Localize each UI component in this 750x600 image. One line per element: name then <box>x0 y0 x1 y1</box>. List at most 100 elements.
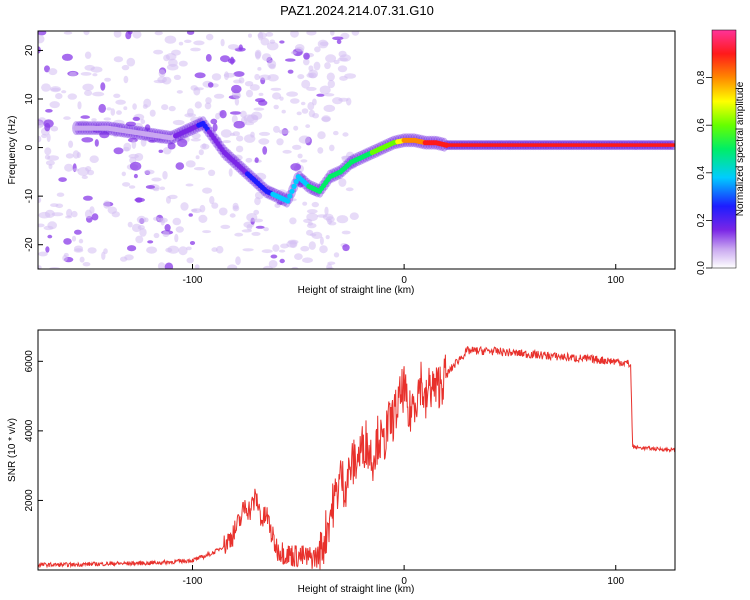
spectrogram-noise-cell <box>220 129 232 138</box>
spectrogram-noise-cell <box>302 201 308 206</box>
spectrogram-noise-cell <box>297 74 305 80</box>
spectrogram-noise-cell <box>290 31 299 38</box>
spectrogram-noise-cell <box>307 102 315 111</box>
spectrogram-noise-cell <box>145 185 155 189</box>
spectrogram-noise-cell <box>245 157 253 163</box>
spectrogram-noise-cell <box>113 119 125 127</box>
spectrogram-noise-cell <box>316 93 325 97</box>
spectrogram-noise-cell <box>205 97 212 105</box>
spectrogram-noise-cell <box>191 132 201 139</box>
spectrogram-noise-cell <box>193 40 205 46</box>
spectrogram-noise-cell <box>74 229 82 235</box>
spectrogram-noise-cell <box>205 54 212 62</box>
spectrogram-noise-cell <box>231 84 242 94</box>
spectrogram-noise-cell <box>206 33 214 41</box>
spectrogram-noise-cell <box>56 192 65 197</box>
spectrogram-noise-cell <box>80 72 92 76</box>
spectrogram-noise-cell <box>125 31 132 40</box>
spectrogram-noise-cell <box>176 90 183 94</box>
spectrogram-noise-cell <box>272 244 280 252</box>
spectrogram-ridge-cell <box>287 193 293 199</box>
spectrogram-noise-cell <box>103 200 111 209</box>
spectrogram-noise-cell <box>133 173 138 179</box>
spectrogram-noise-cell <box>326 72 335 82</box>
spectrogram-noise-cell <box>151 177 162 182</box>
spectrogram-noise-cell <box>337 57 349 62</box>
spectrogram-noise-cell <box>233 71 245 77</box>
spectrogram-noise-cell <box>166 63 179 71</box>
spectrogram-noise-cell <box>332 36 344 41</box>
spectrogram-noise-cell <box>89 155 99 163</box>
spectrogram-noise-cell <box>173 74 181 80</box>
spectrogram-noise-cell <box>286 91 298 97</box>
spectrogram-noise-cell <box>279 258 285 264</box>
snr-plot-area <box>38 330 675 570</box>
spectrogram-noise-cell <box>143 98 152 108</box>
spectrogram-noise-cell <box>211 73 222 81</box>
spectrogram-noise-cell <box>157 217 168 223</box>
spectrogram-noise-cell <box>220 38 225 47</box>
spectrogram-noise-cell <box>127 245 137 252</box>
spectrogram-noise-cell <box>186 246 192 251</box>
snr-y-tick-label: 4000 <box>24 419 35 442</box>
spectrogram-noise-cell <box>317 147 324 154</box>
spectrogram-noise-cell <box>41 83 51 92</box>
spectrogram-noise-cell <box>255 98 266 103</box>
spectrogram-noise-cell <box>328 221 337 226</box>
spectrogram-noise-cell <box>260 37 270 46</box>
spectrogram-noise-cell <box>211 202 219 209</box>
spectrogram-noise-cell <box>129 161 142 171</box>
spectrogram-noise-cell <box>319 85 331 95</box>
spectrogram-noise-cell <box>158 69 166 78</box>
spectrogram-noise-cell <box>55 203 64 209</box>
spectrogram-noise-cell <box>298 135 311 144</box>
spectrogram-noise-cell <box>303 58 310 66</box>
spectrogram-noise-cell <box>121 171 127 177</box>
spectrogram-noise-cell <box>301 79 311 89</box>
spectrogram-noise-cell <box>261 53 272 62</box>
spectrogram-noise-cell <box>308 241 316 250</box>
spectrogram-noise-cell <box>231 115 238 124</box>
spectrogram-noise-cell <box>311 201 319 208</box>
colorbar-tick-label: 0.4 <box>696 165 707 179</box>
spectrogram-noise-cell <box>113 56 124 63</box>
spectrogram-noise-cell <box>175 162 185 170</box>
spectrogram-noise-cell <box>77 101 82 110</box>
spectrogram-noise-cell <box>236 135 244 142</box>
spectrogram-noise-cell <box>45 160 55 166</box>
spectrogram-noise-cell <box>38 135 42 143</box>
spectrogram-noise-cell <box>244 81 254 87</box>
spectrogram-noise-cell <box>319 245 328 254</box>
spectrogram-noise-cell <box>157 76 167 83</box>
spectrogram-noise-cell <box>113 93 121 99</box>
colorbar-tick-label: 0.6 <box>696 118 707 132</box>
spectrogram-noise-cell <box>240 110 247 118</box>
spectrogram-noise-cell <box>194 101 202 109</box>
spectrogram-noise-cell <box>127 221 133 228</box>
spectrogram-noise-cell <box>139 228 147 237</box>
spectrogram-x-ticks: -100 0 100 <box>182 264 625 286</box>
snr-panel: -100 0 100 2000 4000 6000 Height of straight… <box>7 329 676 595</box>
spectrogram-noise-cell <box>314 46 321 53</box>
spectrogram-noise-cell <box>293 125 299 131</box>
spectrogram-noise-cell <box>262 146 268 155</box>
spectrogram-noise-cell <box>330 31 335 36</box>
spectrogram-noise-cell <box>229 213 236 218</box>
spectrogram-noise-cell <box>323 104 336 112</box>
spectrogram-noise-cell <box>189 241 196 245</box>
spectrogram-noise-cell <box>333 252 340 258</box>
spectrogram-noise-cell <box>250 131 255 138</box>
spectrogram-noise-cell <box>235 256 241 266</box>
spectrogram-noise-cell <box>287 239 299 245</box>
spectrogram-noise-cell <box>227 264 238 269</box>
spectrogram-noise-cell <box>143 137 152 141</box>
spectrogram-noise-cell <box>270 87 282 91</box>
spectrogram-noise-cell <box>103 248 108 255</box>
spectrogram-noise-cell <box>175 226 184 233</box>
spectrogram-noise-cell <box>44 209 55 218</box>
spectrogram-noise-cell <box>43 119 54 128</box>
spectrogram-noise-cell <box>50 125 59 132</box>
spectrogram-noise-cell <box>273 125 280 133</box>
spectrogram-noise-cell <box>91 118 97 122</box>
